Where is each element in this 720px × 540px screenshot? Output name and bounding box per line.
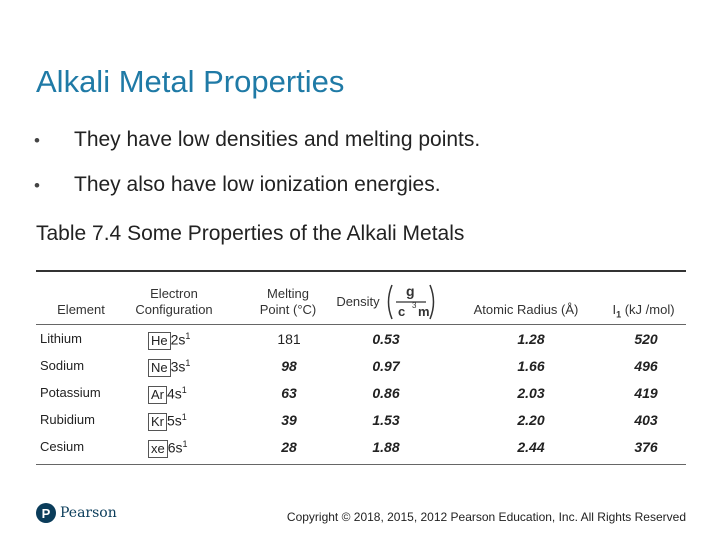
cell-element: Rubidium [40, 412, 95, 427]
density-bracket-icon [387, 284, 435, 320]
density-m: m [418, 304, 430, 319]
header-config-line1: Electron [150, 286, 198, 301]
table-header-rule [36, 324, 686, 325]
bullet-icon: • [34, 176, 40, 195]
cell-ionization-energy: 496 [634, 358, 658, 374]
header-config-line2: Configuration [135, 302, 213, 317]
bullet-text: They have low densities and melting poin… [74, 128, 481, 151]
table-row: Lithium He 2s1 181 0.53 1.28 520 [36, 325, 686, 352]
config-core: He [148, 331, 171, 350]
cell-density: 0.97 [372, 358, 400, 374]
cell-melting-point: 181 [277, 331, 301, 347]
header-melting-point: Melting Point (°C) [232, 286, 344, 318]
cell-atomic-radius: 2.03 [517, 385, 545, 401]
cell-density: 1.53 [372, 412, 400, 428]
header-density: Density [336, 294, 380, 309]
config-shell: 6s [167, 439, 183, 456]
cell-melting-point: 39 [281, 412, 297, 428]
header-ie-units: (kJ /mol) [621, 302, 675, 317]
cell-atomic-radius: 2.44 [517, 439, 545, 455]
cell-melting-point: 63 [281, 385, 297, 401]
cell-ionization-energy: 376 [634, 439, 658, 455]
cell-atomic-radius: 2.20 [517, 412, 545, 428]
slide-title: Alkali Metal Properties [36, 64, 345, 99]
cell-configuration: Kr 5s1 [148, 412, 187, 431]
pearson-logo-icon: P [36, 503, 56, 523]
cell-density: 0.53 [372, 331, 400, 347]
table-caption: Table 7.4 Some Properties of the Alkali … [36, 222, 465, 245]
config-shell: 5s [167, 412, 182, 429]
config-shell: 2s [170, 331, 186, 348]
bullet-list: • They have low densities and melting po… [30, 128, 480, 218]
table-header: Element Electron Configuration Melting P… [36, 272, 686, 324]
pearson-logo-text: Pearson [60, 505, 117, 521]
config-shell: 3s [170, 358, 186, 375]
cell-density: 1.88 [372, 439, 400, 455]
table-top-rule [36, 270, 686, 272]
table-bottom-rule [36, 464, 686, 465]
cell-configuration: Ne 3s1 [148, 358, 190, 377]
properties-table: Element Electron Configuration Melting P… [36, 270, 686, 465]
cell-element: Sodium [40, 358, 85, 373]
config-shell: 4s [167, 385, 182, 402]
config-exponent: 1 [181, 385, 187, 395]
config-exponent: 1 [185, 331, 191, 341]
pearson-logo: P Pearson [36, 503, 117, 523]
cell-density: 0.86 [372, 385, 400, 401]
density-numerator: g [406, 283, 415, 299]
config-exponent: 1 [185, 358, 191, 368]
table-row: Rubidium Kr 5s1 39 1.53 2.20 403 [36, 406, 686, 433]
copyright-notice: Copyright © 2018, 2015, 2012 Pearson Edu… [286, 510, 686, 524]
config-core: xe [148, 439, 168, 458]
cell-configuration: xe 6s1 [148, 439, 188, 458]
header-mp-line2: Point (°C) [259, 302, 317, 317]
cell-element: Lithium [40, 331, 82, 346]
config-core: Kr [148, 412, 167, 431]
density-units: g c 3 m [382, 282, 442, 322]
bullet-item: • They also have low ionization energies… [30, 173, 480, 218]
cell-melting-point: 98 [281, 358, 297, 374]
cell-ionization-energy: 403 [634, 412, 658, 428]
cell-ionization-energy: 520 [634, 331, 658, 347]
cell-configuration: He 2s1 [148, 331, 190, 350]
header-mp-line1: Melting [267, 286, 309, 301]
table-row: Potassium Ar 4s1 63 0.86 2.03 419 [36, 379, 686, 406]
bullet-item: • They have low densities and melting po… [30, 128, 480, 173]
header-atomic-radius: Atomic Radius (Å) [473, 302, 579, 317]
cell-configuration: Ar 4s1 [148, 385, 187, 404]
bullet-icon: • [34, 131, 40, 150]
config-exponent: 1 [182, 439, 188, 449]
table-row: Cesium xe 6s1 28 1.88 2.44 376 [36, 433, 686, 460]
density-exponent: 3 [412, 301, 417, 310]
density-denominator: c [398, 304, 406, 319]
header-element: Element [57, 302, 105, 317]
cell-ionization-energy: 419 [634, 385, 658, 401]
cell-atomic-radius: 1.28 [517, 331, 545, 347]
cell-melting-point: 28 [281, 439, 297, 455]
config-exponent: 1 [181, 412, 187, 422]
table-row: Sodium Ne 3s1 98 0.97 1.66 496 [36, 352, 686, 379]
cell-element: Potassium [40, 385, 101, 400]
header-ie-symbol: I [612, 302, 617, 317]
bullet-text: They also have low ionization energies. [74, 173, 441, 196]
header-ie-subscript: 1 [616, 309, 622, 320]
config-core: Ar [148, 385, 167, 404]
cell-atomic-radius: 1.66 [517, 358, 545, 374]
header-config: Electron Configuration [124, 286, 224, 318]
header-ionization-energy: I1 (kJ /mol) [601, 302, 686, 323]
config-core: Ne [148, 358, 171, 377]
cell-element: Cesium [40, 439, 85, 454]
